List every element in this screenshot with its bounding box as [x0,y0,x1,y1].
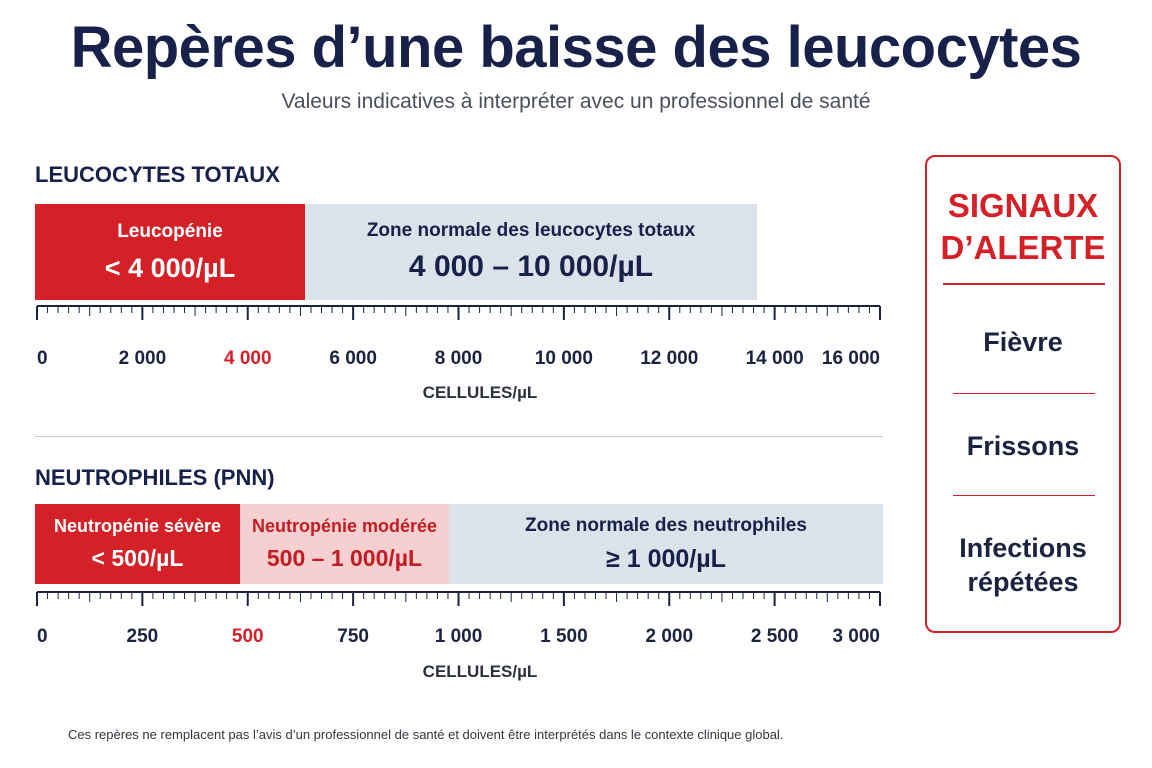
alert-item-infections-repetees: Infections répétées [927,531,1119,599]
alert-title-line1: SIGNAUX [947,187,1099,224]
footnote: Ces repères ne remplacent pas l’avis d’u… [68,727,784,742]
neutropenie-severe-range: < 500/µL [91,545,184,571]
neutropenie-moderee-zone: Neutropénie modérée 500 – 1 000/µL [240,504,449,584]
leucocytes-heading: LEUCOCYTES TOTAUX [35,162,280,187]
leucocytes-normal-label: Zone normale des leucocytes totaux [366,220,696,241]
leucocytes-tick-label: 2 000 [119,348,167,369]
leucocytes-tick-label: 14 000 [746,348,804,369]
alert-separator [953,495,1095,496]
neutrophiles-axis: 0 250 500 750 1 000 1 500 2 000 2 500 3 000 [36,591,881,647]
alert-separator [953,393,1095,394]
neutrophiles-heading: NEUTROPHILES (PNN) [35,465,275,490]
leucopenie-label: Leucopénie [117,220,223,242]
neutrophiles-tick-label: 3 000 [832,626,880,647]
alert-title-line2: D’ALERTE [940,229,1106,266]
neutrophiles-tick-label: 500 [232,626,264,647]
neutropenie-severe-label: Neutropénie sévère [53,516,222,536]
neutrophiles-tick-label: 0 [37,626,48,647]
neutrophiles-tick-label: 2 000 [645,626,693,647]
alert-item-fievre: Fièvre [983,327,1063,357]
leucocytes-axis: 0 2 000 4 000 6 000 8 000 10 000 12 000 14 000 1… [36,305,881,369]
neutropenie-moderee-range: 500 – 1 000/µL [266,545,423,571]
leucocytes-normal-range: 4 000 – 10 000/µL [408,250,654,283]
leucocytes-normal-zone: Zone normale des leucocytes totaux 4 000… [305,204,757,300]
neutrophiles-tick-label: 250 [127,626,159,647]
alert-item-line: répétées [967,567,1079,597]
leucocytes-axis-unit: CELLULES/µL [422,383,538,402]
leucocytes-tick-label: 6 000 [329,348,377,369]
neutrophiles-tick-label: 1 500 [540,626,588,647]
leucopenie-range: < 4 000/µL [104,252,236,283]
leucopenie-zone: Leucopénie < 4 000/µL [35,204,305,300]
neutropenie-moderee-label: Neutropénie modérée [251,516,438,536]
neutrophiles-tick-label: 750 [337,626,369,647]
alert-title-separator [943,283,1105,285]
page-title: Repères d’une baisse des leucocytes [70,15,1082,80]
section-divider [35,436,883,437]
leucocytes-tick-label: 10 000 [535,348,593,369]
leucocytes-tick-label: 16 000 [822,348,880,369]
leucocytes-tick-label: 8 000 [435,348,483,369]
neutrophiles-normal-label: Zone normale des neutrophiles [525,514,807,536]
alert-item-line: Infections [959,533,1087,563]
leucocytes-tick-label: 0 [37,348,48,369]
page-subtitle: Valeurs indicatives à interpréter avec u… [281,90,871,113]
alert-signs-panel: SIGNAUX D’ALERTE Fièvre Frissons Infecti… [925,155,1121,633]
alert-item-frissons: Frissons [966,431,1080,461]
leucocytes-tick-label: 12 000 [640,348,698,369]
neutrophiles-normal-range: ≥ 1 000/µL [606,544,726,573]
alert-title: SIGNAUX D’ALERTE [927,185,1119,269]
neutrophiles-axis-unit: CELLULES/µL [422,662,538,681]
neutrophiles-tick-label: 1 000 [435,626,483,647]
leucocytes-tick-label: 4 000 [224,348,272,369]
neutrophiles-normal-zone: Zone normale des neutrophiles ≥ 1 000/µL [449,504,883,584]
neutrophiles-tick-label: 2 500 [751,626,799,647]
neutropenie-severe-zone: Neutropénie sévère < 500/µL [35,504,240,584]
